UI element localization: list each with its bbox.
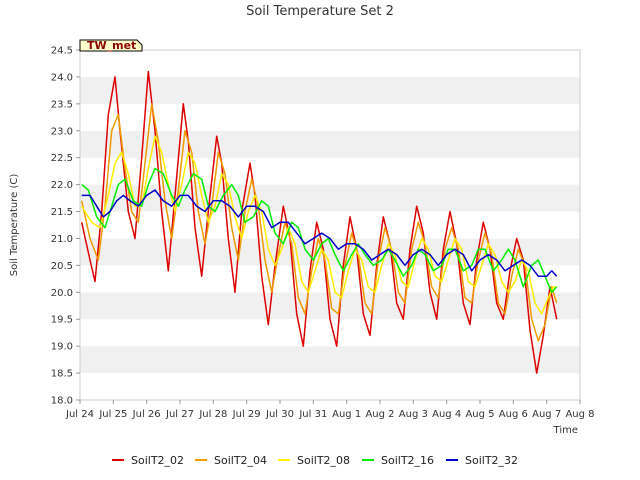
y-tick-label: 24.0 (51, 72, 73, 83)
grid-band (80, 211, 580, 239)
y-tick-label: 22.0 (51, 180, 73, 191)
legend-label: SoilT2_04 (214, 454, 267, 467)
grid-band (80, 157, 580, 185)
x-tick-label: Aug 6 (499, 409, 528, 420)
grid-band (80, 319, 580, 347)
y-tick-label: 23.5 (51, 99, 73, 110)
y-tick-label: 24.5 (51, 46, 73, 57)
x-tick-label: Jul 30 (265, 409, 294, 420)
grid-band (80, 346, 580, 374)
y-tick-label: 20.0 (51, 288, 73, 299)
series-lines (80, 70, 558, 374)
y-tick-label: 21.0 (51, 234, 73, 245)
y-tick-label: 19.5 (51, 315, 73, 326)
y-axis: 18.0 18.5 19.0 19.5 20.0 20.5 21.0 21.5 22.0 22.5… (51, 46, 80, 407)
x-axis-title: Time (553, 425, 578, 436)
series-line-soilt2-08 (81, 135, 557, 315)
grid-band (80, 184, 580, 212)
y-tick-label: 23.0 (51, 126, 73, 137)
series-line-soilt2-32 (81, 189, 558, 277)
y-tick-label: 19.0 (51, 342, 73, 353)
plot-frame (79, 49, 581, 401)
legend-label: SoilT2_02 (131, 454, 184, 467)
x-tick-label: Aug 8 (565, 409, 594, 420)
y-tick-label: 20.5 (51, 261, 73, 272)
x-tick-label: Jul 31 (298, 409, 327, 420)
x-tick-label: Jul 28 (198, 409, 227, 420)
grid-band (80, 373, 580, 400)
station-label: TW_met (87, 39, 136, 52)
x-tick-label: Jul 25 (98, 409, 127, 420)
grid-band (80, 103, 580, 131)
legend-label: SoilT2_08 (297, 454, 350, 467)
grid-band (80, 76, 580, 104)
legend: SoilT2_02 SoilT2_04 SoilT2_08 SoilT2_16 Soil… (112, 454, 518, 467)
grid-band (80, 50, 580, 77)
x-tick-label: Jul 24 (65, 409, 94, 420)
x-tick-label: Aug 4 (432, 409, 461, 420)
x-axis: Jul 24 Jul 25 Jul 26 Jul 27 Jul 28 Jul 29 Jul … (65, 400, 595, 420)
x-tick-label: Aug 7 (532, 409, 561, 420)
legend-label: SoilT2_32 (465, 454, 518, 467)
x-tick-label: Jul 29 (232, 409, 261, 420)
x-tick-label: Aug 3 (399, 409, 428, 420)
x-tick-label: Jul 27 (165, 409, 194, 420)
legend-label: SoilT2_16 (381, 454, 434, 467)
chart-title: Soil Temperature Set 2 (246, 4, 394, 19)
grid-bands (80, 50, 580, 400)
x-tick-label: Jul 26 (132, 409, 161, 420)
y-tick-label: 18.0 (51, 396, 73, 407)
series-line-soilt2-16 (81, 167, 558, 294)
x-tick-label: Aug 5 (465, 409, 494, 420)
y-tick-label: 22.5 (51, 153, 73, 164)
grid-band (80, 130, 580, 158)
y-axis-title: Soil Temperature (C) (9, 174, 20, 277)
x-tick-label: Aug 2 (365, 409, 394, 420)
y-tick-label: 18.5 (51, 369, 73, 380)
y-tick-label: 21.5 (51, 207, 73, 218)
x-tick-label: Aug 1 (332, 409, 361, 420)
station-label-box: TW_met (79, 39, 143, 52)
